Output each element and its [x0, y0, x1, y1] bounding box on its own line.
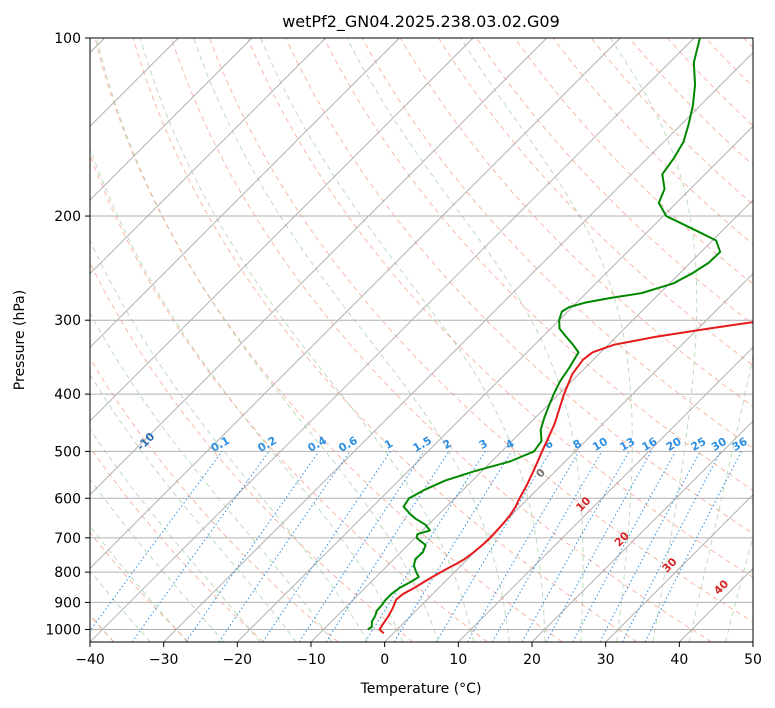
- mixing-ratio-line: [572, 451, 676, 642]
- y-tick-label: 100: [54, 31, 81, 47]
- mixing-ratio-line: [185, 451, 320, 642]
- moist-adiabat-line: [90, 239, 369, 642]
- moist-adiabat-line: [346, 38, 584, 642]
- y-axis: 100 200 300 400 500 600 700 800 900 1000: [45, 31, 90, 638]
- temperature-profile-line: [378, 321, 753, 635]
- moist-adiabat-line: [90, 373, 297, 642]
- y-tick-label: 900: [54, 595, 81, 611]
- dry-adiabat-line: [94, 38, 563, 642]
- mixing-ratio-line: [644, 451, 742, 642]
- moist-adiabat-line: [90, 478, 225, 642]
- moist-adiabat-line: [609, 38, 698, 642]
- x-tick-label: −10: [296, 652, 326, 668]
- moist-adiabat-line: [90, 525, 188, 642]
- x-tick-label: −40: [75, 652, 105, 668]
- dewpoint-profile-line: [367, 38, 722, 631]
- y-axis-title: Pressure (hPa): [12, 290, 28, 390]
- dry-adiabat-line: [247, 38, 753, 578]
- dry-adiabat-line: [399, 38, 753, 408]
- isotherm-line: [90, 38, 474, 422]
- sounding-series: [367, 38, 753, 635]
- y-tick-label: 600: [54, 491, 81, 507]
- moist-adiabat-line: [90, 570, 151, 642]
- isotherm-line: [458, 346, 753, 642]
- isotherm-line: [163, 52, 753, 642]
- dry-adiabat-line: [90, 153, 488, 642]
- mixing-ratio-line: [298, 451, 425, 642]
- mixing-ratio-line: [262, 451, 391, 642]
- x-tick-label: −20: [223, 652, 253, 668]
- x-tick-label: 0: [380, 652, 389, 668]
- x-axis: −40 −30 −20 −10 0 10 20 30 40 50: [75, 642, 762, 668]
- plot-area: 0.1 0.2 0.4 0.6 1 1.5 2 3 4 6 8 10 13 16 20 25 30 36 -10 0…: [90, 38, 753, 642]
- mixing-ratio-line: [393, 451, 513, 642]
- y-tick-label: 400: [54, 387, 81, 403]
- dry-adiabat-line: [90, 531, 190, 642]
- dry-adiabat-line: [514, 38, 753, 285]
- y-tick-label: 200: [54, 209, 81, 225]
- mixing-ratio-line: [521, 451, 630, 642]
- mixing-ratio-lines: [90, 451, 742, 642]
- x-tick-label: 20: [523, 652, 541, 668]
- mixing-ratio-line: [90, 451, 223, 632]
- isotherm-line: [310, 199, 753, 642]
- moist-adiabat-line: [90, 428, 261, 642]
- isotherm-line: [531, 420, 753, 642]
- x-axis-title: Temperature (°C): [360, 681, 482, 697]
- x-tick-label: 30: [597, 652, 615, 668]
- mixing-ratio-line: [218, 451, 351, 642]
- moist-adiabat-line: [139, 38, 475, 642]
- dry-adiabat-line: [90, 357, 339, 642]
- isotherm-line: [90, 38, 621, 569]
- y-tick-label: 700: [54, 531, 81, 547]
- isotherm-line: [90, 38, 695, 642]
- x-tick-label: 40: [670, 652, 688, 668]
- y-tick-label: 300: [54, 313, 81, 329]
- y-tick-label: 800: [54, 565, 81, 581]
- mixing-ratio-line: [621, 451, 722, 642]
- x-tick-label: −30: [149, 652, 179, 668]
- isotherm-line: [90, 38, 326, 275]
- x-tick-label: 50: [744, 652, 762, 668]
- plot-frame: [89, 37, 754, 643]
- y-tick-label: 500: [54, 444, 81, 460]
- dry-adiabat-line: [209, 38, 753, 623]
- chart-title: wetPf2_GN04.2025.238.03.02.G09: [282, 12, 560, 32]
- isotherm-line: [90, 38, 400, 348]
- dry-adiabat-line: [132, 38, 638, 642]
- y-tick-label: 1000: [45, 622, 81, 638]
- isotherm-line: [237, 125, 753, 642]
- mixing-ratio-line: [545, 451, 652, 642]
- mixing-ratio-line: [131, 451, 270, 642]
- isotherm-line: [90, 38, 253, 201]
- isotherm-line: [605, 494, 753, 642]
- isobars: [90, 38, 753, 630]
- mixing-ratio-line: [325, 451, 450, 642]
- x-tick-label: 10: [449, 652, 467, 668]
- moist-adiabat-line: [90, 146, 404, 642]
- isotherm-line: [90, 38, 547, 496]
- dry-adiabat-line: [90, 446, 264, 642]
- dry-adiabat-line: [170, 38, 712, 642]
